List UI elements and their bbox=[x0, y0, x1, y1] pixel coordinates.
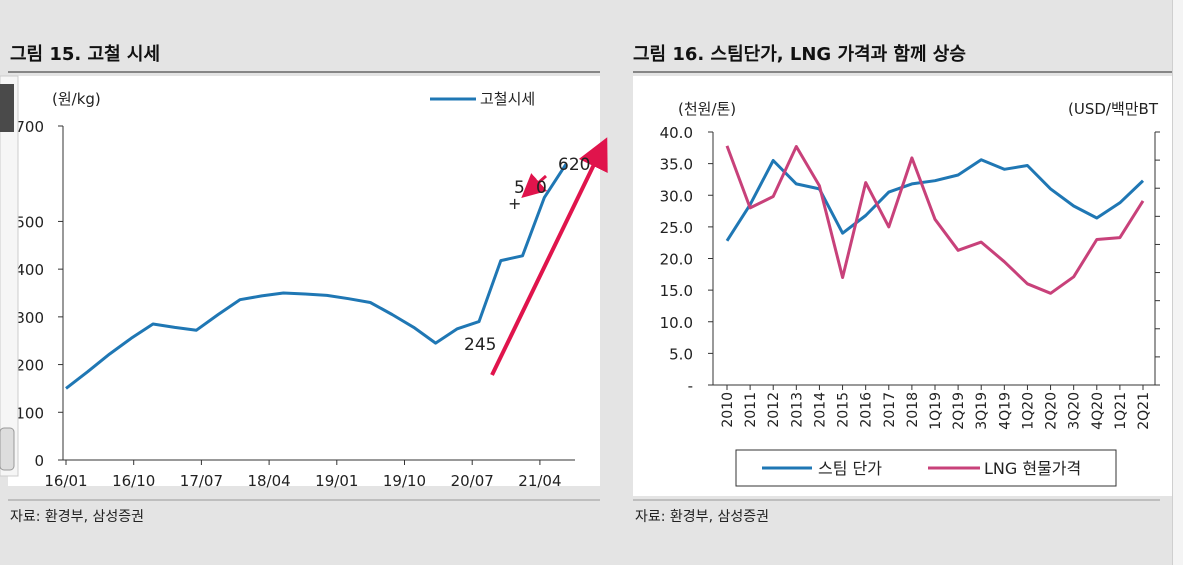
chart-15-ytick-label: 700 bbox=[15, 118, 44, 136]
chart-15-plot-area bbox=[8, 76, 600, 486]
chart-15: 그림 15. 고철 시세 (원/kg) 0100200300400500700 … bbox=[8, 44, 608, 525]
chart-16-xtick-label: 2012 bbox=[766, 392, 782, 428]
chart-15-annotation-plus: + bbox=[508, 194, 521, 213]
chart-15-xtick-label: 21/04 bbox=[518, 472, 561, 490]
chart-16-ytick-label: 30.0 bbox=[660, 187, 693, 205]
chart-16-xtick-label: 2015 bbox=[836, 392, 852, 428]
chart-16-ytick-label: - bbox=[688, 377, 693, 395]
chart-15-xtick-label: 18/04 bbox=[247, 472, 290, 490]
chart-16-source: 자료: 환경부, 삼성증권 bbox=[635, 509, 769, 525]
chart-16-xtick-label: 2013 bbox=[789, 392, 805, 428]
chart-15-xtick-label: 16/10 bbox=[112, 472, 155, 490]
chart-15-xtick-label: 17/07 bbox=[180, 472, 223, 490]
chart-16-ytick-label: 20.0 bbox=[660, 251, 693, 269]
chart-16-legend-label-steam: 스팀 단가 bbox=[818, 459, 882, 478]
chart-16-xtick-label: 1Q19 bbox=[928, 392, 944, 430]
chart-16-xtick-label: 2016 bbox=[859, 392, 875, 428]
chart-15-ytick-label: 0 bbox=[34, 452, 44, 470]
chart-15-annotation-digit-0: 0 bbox=[536, 178, 547, 198]
left-overlay bbox=[0, 75, 19, 477]
chart-16-y-unit-right: (USD/백만BT bbox=[1068, 100, 1159, 118]
chart-16-series-line-lng bbox=[725, 145, 1145, 295]
chart-16-plot-area bbox=[633, 76, 1172, 496]
chart-16-legend-label-lng: LNG 현물가격 bbox=[984, 459, 1081, 478]
chart-15-small-arrow bbox=[521, 173, 548, 198]
chart-16-series-line-steam bbox=[725, 158, 1145, 242]
chart-16-ytick-label: 25.0 bbox=[660, 219, 693, 237]
chart-15-ytick-label: 500 bbox=[15, 213, 44, 231]
chart-15-source: 자료: 환경부, 삼성증권 bbox=[10, 509, 144, 525]
chart-15-annotation-digit-5: 5 bbox=[514, 178, 525, 198]
chart-16-xtick-label: 1Q20 bbox=[1020, 392, 1036, 430]
overlay-panel bbox=[0, 75, 19, 477]
chart-16-ytick-label: 10.0 bbox=[660, 314, 693, 332]
chart-15-title: 그림 15. 고철 시세 bbox=[10, 44, 160, 65]
chart-15-ytick-label: 100 bbox=[15, 404, 44, 422]
chart-16-xtick-label: 2014 bbox=[812, 392, 828, 428]
overlay-dark-block bbox=[0, 84, 14, 132]
chart-15-y-unit: (원/kg) bbox=[52, 90, 101, 108]
chart-15-annotation-245: 245 bbox=[464, 335, 496, 355]
chart-16: 그림 16. 스팀단가, LNG 가격과 함께 상승 (천원/톤) (USD/백… bbox=[633, 43, 1172, 525]
chart-16-xtick-label: 3Q19 bbox=[974, 392, 990, 430]
chart-16-xtick-label: 4Q20 bbox=[1090, 392, 1106, 430]
chart-15-annotation-620: 620 bbox=[558, 155, 590, 175]
chart-16-xtick-label: 4Q19 bbox=[997, 392, 1013, 430]
chart-15-xtick-label: 19/01 bbox=[315, 472, 358, 490]
chart-16-ytick-label: 40.0 bbox=[660, 124, 693, 142]
chart-15-xtick-label: 19/10 bbox=[383, 472, 426, 490]
chart-16-xtick-label: 3Q20 bbox=[1067, 392, 1083, 430]
chart-15-trend-arrow bbox=[490, 137, 608, 376]
chart-16-xtick-label: 2017 bbox=[882, 392, 898, 428]
chart-16-xtick-label: 2010 bbox=[720, 392, 736, 428]
overlay-knob bbox=[0, 427, 15, 471]
chart-15-ytick-label: 200 bbox=[15, 357, 44, 375]
chart-15-xtick-label: 16/01 bbox=[44, 472, 87, 490]
chart-16-xtick-label: 2011 bbox=[743, 392, 759, 428]
chart-16-xtick-label: 2Q20 bbox=[1044, 392, 1060, 430]
chart-16-xtick-label: 2Q19 bbox=[951, 392, 967, 430]
chart-15-legend-label: 고철시세 bbox=[480, 90, 535, 108]
chart-16-ytick-label: 35.0 bbox=[660, 156, 693, 174]
chart-15-ytick-label: 400 bbox=[15, 261, 44, 279]
chart-16-xtick-label: 2018 bbox=[905, 392, 921, 428]
chart-15-xtick-label: 20/07 bbox=[451, 472, 494, 490]
chart-16-ytick-label: 15.0 bbox=[660, 282, 693, 300]
chart-16-y-unit-left: (천원/톤) bbox=[678, 100, 736, 118]
chart-16-xtick-label: 1Q21 bbox=[1113, 392, 1129, 430]
chart-15-ytick-label: 300 bbox=[15, 309, 44, 327]
chart-16-ytick-label: 5.0 bbox=[669, 345, 693, 363]
right-edge-strip bbox=[1172, 0, 1183, 565]
chart-16-title: 그림 16. 스팀단가, LNG 가격과 함께 상승 bbox=[633, 43, 966, 65]
chart-15-series-line bbox=[65, 163, 568, 390]
chart-16-xtick-label: 2Q21 bbox=[1136, 392, 1152, 430]
